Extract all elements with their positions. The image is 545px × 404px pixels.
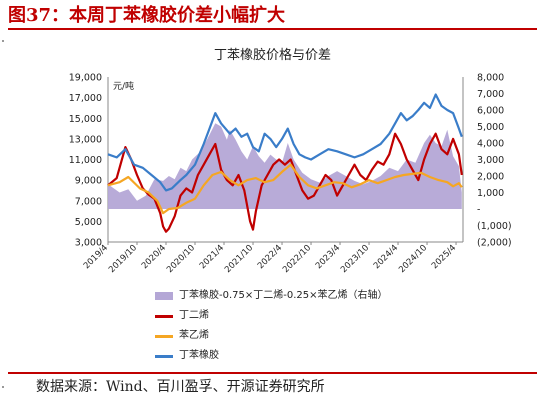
x-tick-label: 2023/10 bbox=[339, 243, 371, 275]
legend-label-spread: 丁苯橡胶-0.75×丁二烯-0.25×苯乙烯（右轴） bbox=[179, 290, 388, 301]
right-tick-label: 8,000 bbox=[477, 73, 504, 84]
legend-item-sbr: 丁苯橡胶 bbox=[155, 346, 535, 366]
figure-title: 图37：本周丁苯橡胶价差小幅扩大 bbox=[8, 4, 537, 30]
left-tick-label: 9,000 bbox=[75, 176, 102, 187]
left-axis-unit: 元/吨 bbox=[113, 82, 135, 92]
right-tick-label: 3,000 bbox=[477, 155, 504, 166]
right-tick-label: - bbox=[477, 205, 480, 216]
left-tick-label: 3,000 bbox=[75, 238, 102, 249]
x-tick-label: 2024/4 bbox=[372, 243, 400, 271]
left-tick-label: 5,000 bbox=[75, 217, 102, 228]
left-tick-label: 13,000 bbox=[69, 134, 102, 145]
sbr-line bbox=[107, 93, 463, 192]
spread-area bbox=[108, 123, 462, 209]
chart-title: 丁苯橡胶价格与价差 bbox=[213, 48, 331, 63]
legend-label-butadiene: 丁二烯 bbox=[179, 310, 209, 321]
x-tick-label: 2023/4 bbox=[314, 243, 342, 271]
legend-item-styrene: 苯乙烯 bbox=[155, 326, 535, 346]
right-tick-label: 4,000 bbox=[477, 139, 504, 150]
right-tick-label: 7,000 bbox=[477, 89, 504, 100]
right-tick-label: 6,000 bbox=[477, 106, 504, 117]
figure-title-text: 图37：本周丁苯橡胶价差小幅扩大 bbox=[8, 5, 286, 26]
legend-line-sbr bbox=[155, 355, 173, 358]
legend-item-butadiene: 丁二烯 bbox=[155, 306, 535, 326]
right-tick-label: 5,000 bbox=[477, 122, 504, 133]
x-tick-label: 2021/10 bbox=[223, 243, 255, 275]
right-tick-label: (2,000) bbox=[477, 238, 512, 249]
legend-line-butadiene bbox=[155, 315, 173, 318]
x-tick-label: 2020/4 bbox=[140, 243, 168, 271]
legend-label-sbr: 丁苯橡胶 bbox=[179, 350, 219, 361]
x-tick-label: 2021/4 bbox=[198, 243, 226, 271]
legend-item-spread: 丁苯橡胶-0.75×丁二烯-0.25×苯乙烯（右轴） bbox=[155, 286, 535, 306]
legend-swatch-spread bbox=[155, 292, 173, 300]
left-tick-label: 17,000 bbox=[69, 93, 102, 104]
legend-line-styrene bbox=[155, 335, 173, 338]
x-tick-label: 2024/10 bbox=[397, 243, 429, 275]
legend-label-styrene: 苯乙烯 bbox=[179, 330, 209, 341]
right-tick-label: 1,000 bbox=[477, 188, 504, 199]
right-tick-label: (1,000) bbox=[477, 221, 512, 232]
right-tick-label: 2,000 bbox=[477, 172, 504, 183]
chart-legend: 丁苯橡胶-0.75×丁二烯-0.25×苯乙烯（右轴） 丁二烯 苯乙烯 丁苯橡胶 bbox=[155, 286, 535, 366]
butadiene-line bbox=[107, 132, 463, 233]
x-tick-label: 2022/10 bbox=[281, 243, 313, 275]
x-tick-label: 2020/10 bbox=[165, 243, 197, 275]
styrene-line bbox=[107, 163, 463, 215]
x-tick-label: 2019/10 bbox=[107, 243, 139, 275]
left-tick-label: 19,000 bbox=[69, 73, 102, 84]
left-tick-label: 11,000 bbox=[69, 155, 102, 166]
x-tick-label: 2025/4 bbox=[430, 243, 458, 271]
source-note: 数据来源：Wind、百川盈孚、开源证券研究所 bbox=[8, 372, 537, 398]
left-tick-label: 15,000 bbox=[69, 114, 102, 125]
x-tick-label: 2022/4 bbox=[256, 243, 284, 271]
left-tick-label: 7,000 bbox=[75, 196, 102, 207]
